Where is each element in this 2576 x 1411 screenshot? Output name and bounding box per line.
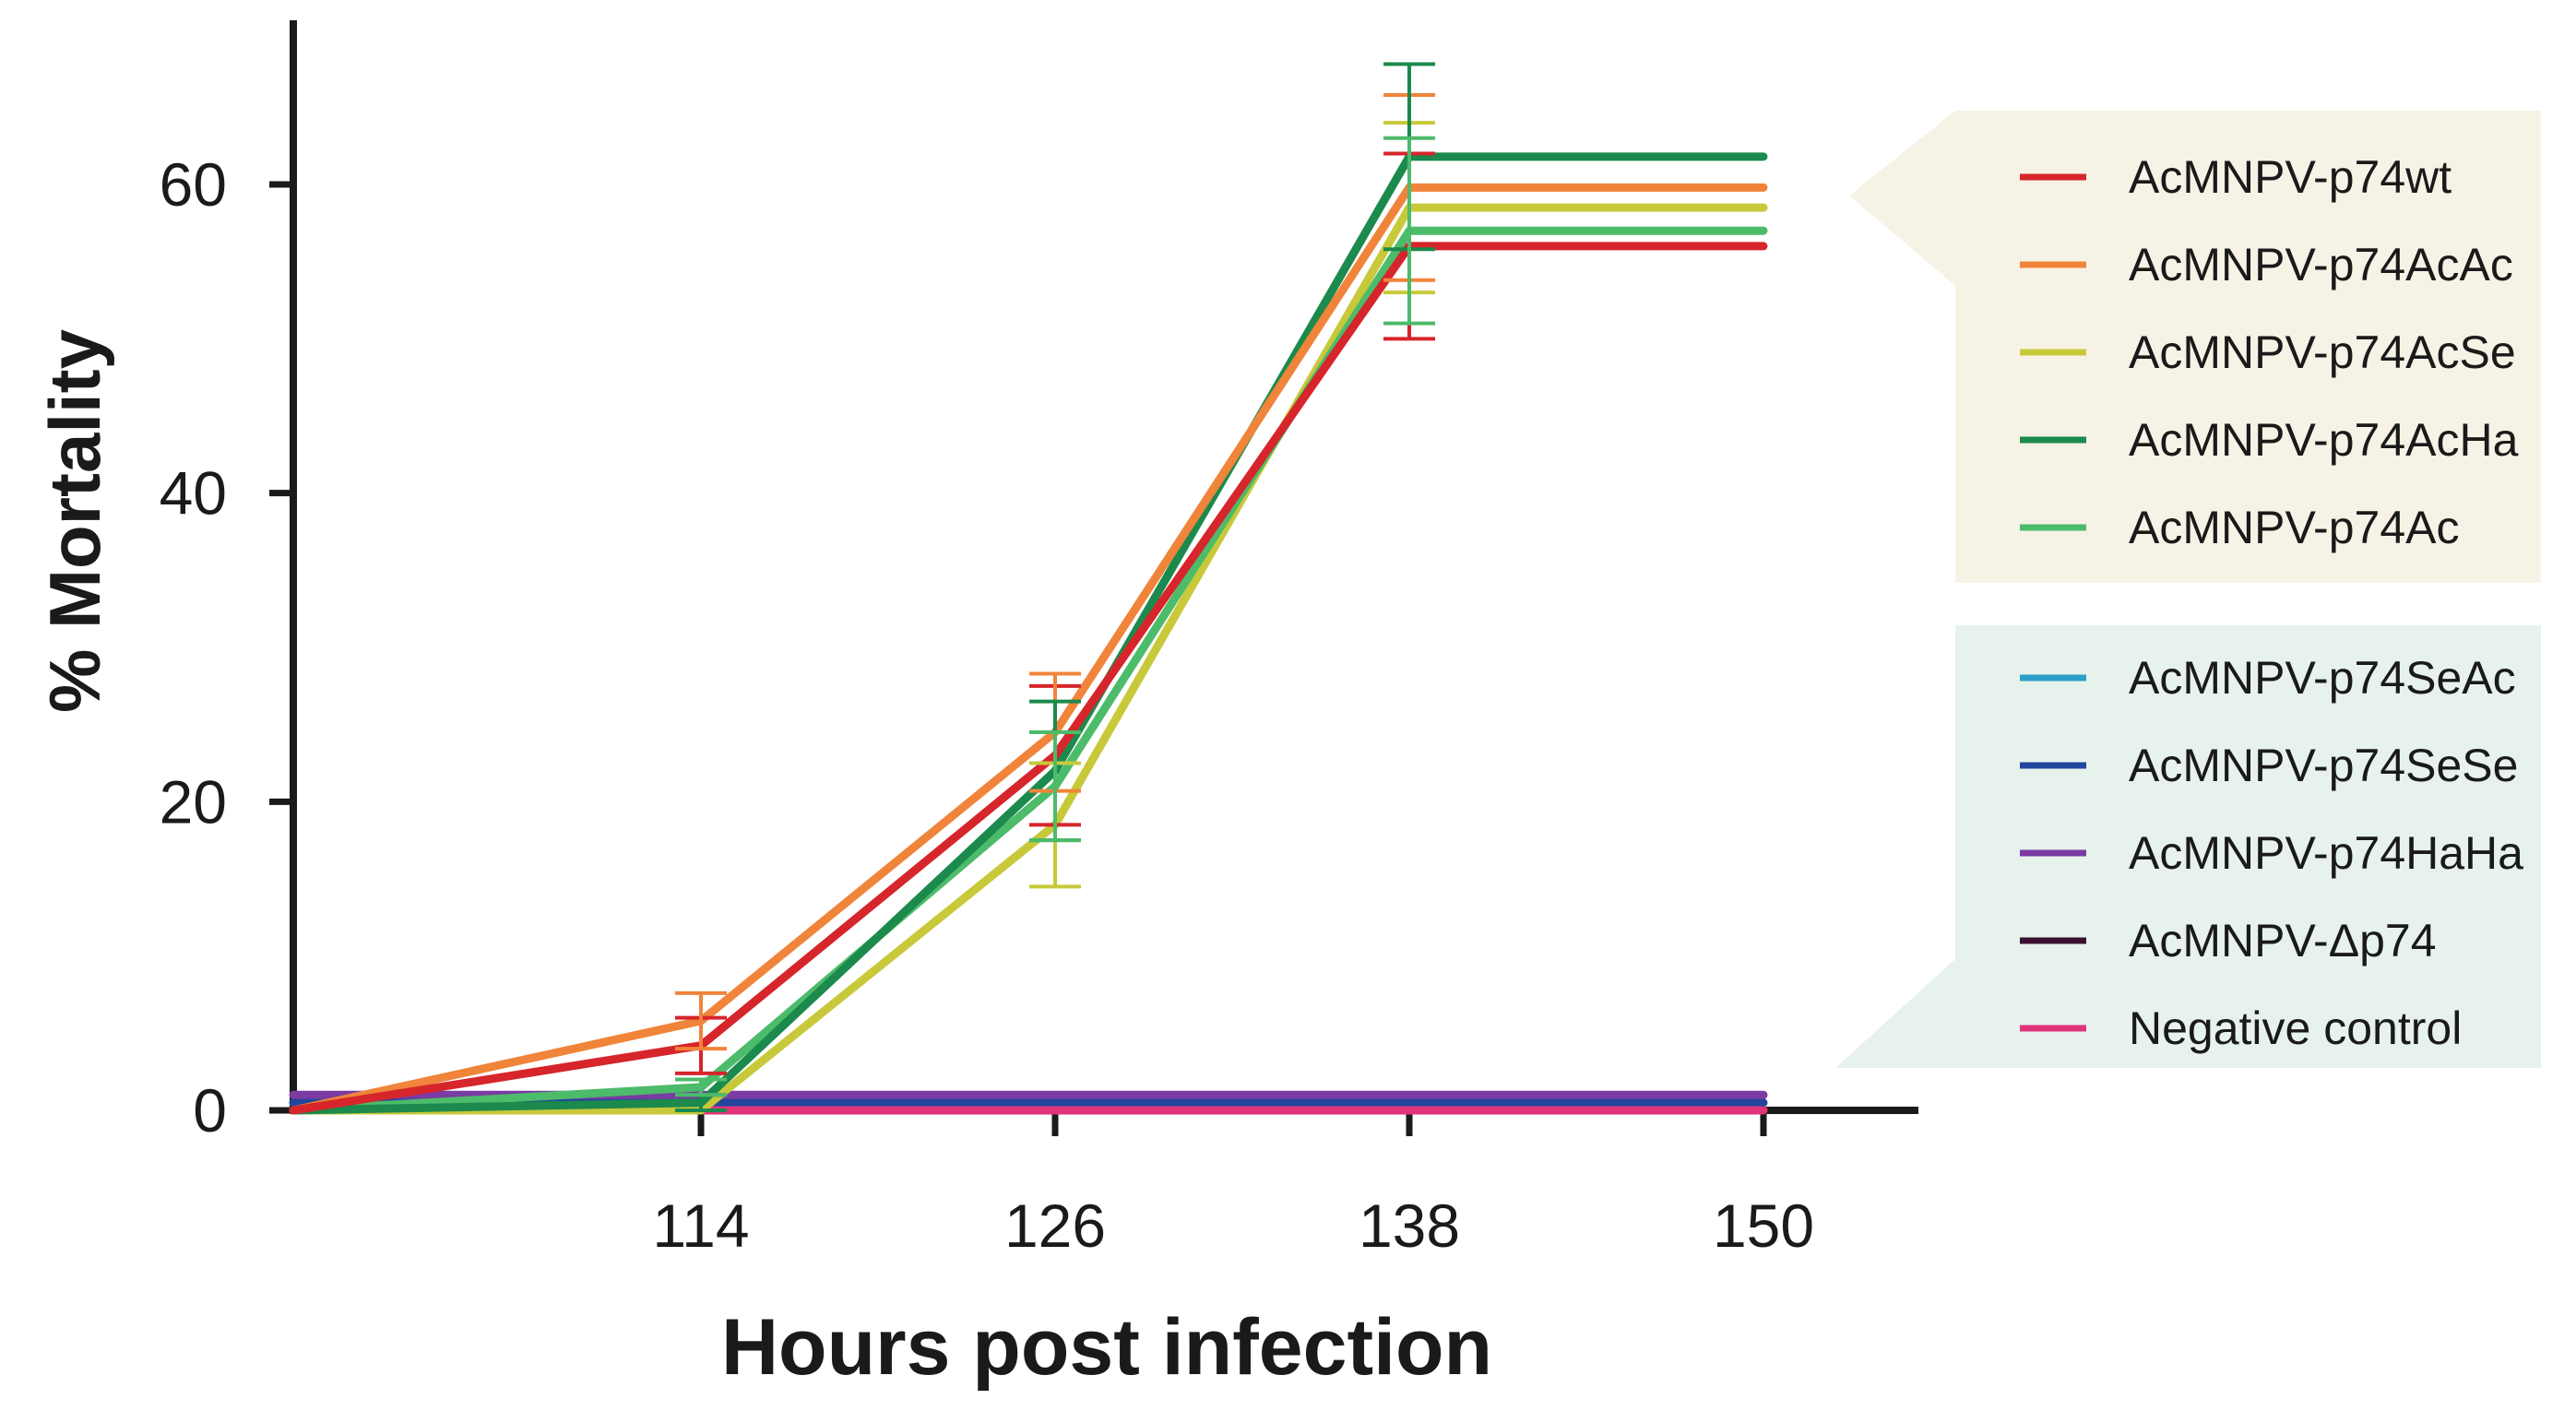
series-line-3	[289, 152, 1768, 1115]
y-tick-label: 20	[160, 767, 227, 836]
legend-item: AcMNPV-p74SeSe	[2020, 740, 2518, 791]
x-tick-label: 150	[1713, 1192, 1814, 1260]
series-line-4	[289, 226, 1768, 1115]
error-bar	[675, 990, 727, 1051]
x-tick-label: 126	[1004, 1192, 1106, 1260]
series-line-0	[289, 242, 1768, 1115]
legend-item: AcMNPV-p74AcAc	[2020, 239, 2513, 290]
legend-group-1-box	[1849, 111, 2541, 583]
legend-item: AcMNPV-p74AcHa	[2020, 414, 2519, 466]
legend-item: AcMNPV-p74wt	[2020, 151, 2451, 203]
legend-item: AcMNPV-p74HaHa	[2020, 827, 2523, 879]
legend-item: AcMNPV-p74AcSe	[2020, 326, 2516, 378]
error-bars	[675, 62, 1435, 1112]
y-tick-label: 40	[160, 459, 227, 528]
series-lines	[289, 152, 1768, 1115]
legend-group-2-box	[1835, 625, 2541, 1068]
legend-label: AcMNPV-p74AcSe	[2129, 326, 2516, 378]
legend-item: AcMNPV-p74SeAc	[2020, 652, 2516, 704]
legend: AcMNPV-p74wt AcMNPV-p74AcAc AcMNPV-p74AcSe…	[2020, 151, 2523, 1054]
x-tick-label: 138	[1359, 1192, 1460, 1260]
y-ticks: 0 20 40 60	[160, 150, 293, 1144]
legend-label: AcMNPV-p74wt	[2129, 151, 2451, 203]
legend-label: AcMNPV-p74AcAc	[2129, 239, 2513, 290]
legend-item: Negative control	[2020, 1002, 2462, 1054]
y-tick-label: 60	[160, 150, 227, 219]
error-bar	[1383, 136, 1435, 326]
series-line-2	[289, 203, 1768, 1115]
error-bar	[675, 1077, 727, 1097]
x-tick-label: 114	[652, 1192, 749, 1260]
error-bar	[1029, 730, 1081, 843]
x-axis-title: Hours post infection	[721, 1303, 1492, 1392]
legend-item: AcMNPV-Δp74	[2020, 915, 2437, 966]
x-ticks: 114 126 138 150	[652, 1110, 1814, 1260]
legend-label: AcMNPV-p74SeAc	[2129, 652, 2516, 704]
y-tick-label: 0	[193, 1076, 227, 1144]
y-axis-title: % Mortality	[34, 329, 115, 713]
legend-background	[1835, 111, 2541, 1068]
legend-label: AcMNPV-p74AcHa	[2129, 414, 2519, 466]
legend-label: AcMNPV-Δp74	[2129, 915, 2437, 966]
legend-label: AcMNPV-p74HaHa	[2129, 827, 2523, 879]
legend-label: AcMNPV-p74Ac	[2129, 502, 2459, 553]
legend-label: AcMNPV-p74SeSe	[2129, 740, 2518, 791]
legend-item: AcMNPV-p74Ac	[2020, 502, 2459, 553]
legend-label: Negative control	[2129, 1002, 2462, 1054]
series-line-1	[289, 183, 1768, 1115]
